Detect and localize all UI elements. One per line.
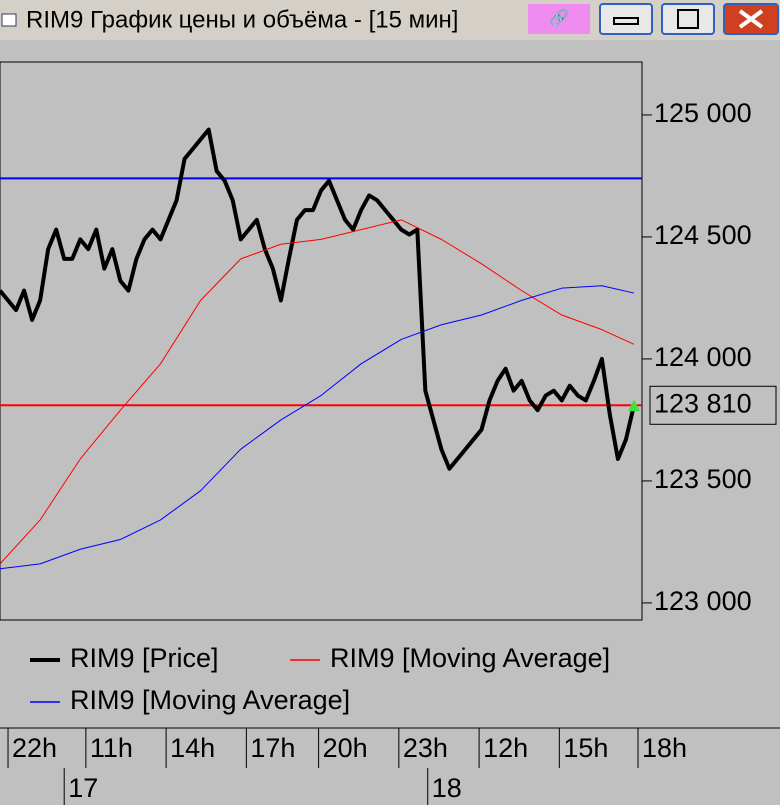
legend-label: RIM9 [Price] <box>70 643 219 673</box>
x-tick-label: 18h <box>642 733 687 763</box>
x-tick-label: 14h <box>170 733 215 763</box>
maximize-button[interactable] <box>661 3 715 35</box>
y-tick-label: 124 500 <box>654 220 752 250</box>
level-label-box <box>649 385 777 425</box>
plot-area <box>0 61 643 621</box>
series-line <box>0 127 636 471</box>
window-icon <box>1 13 17 27</box>
y-tick-label: 123 500 <box>654 464 752 494</box>
maximize-icon <box>677 9 699 29</box>
x-tick-label: 11h <box>90 733 133 763</box>
legend-label: RIM9 [Moving Average] <box>70 685 350 715</box>
current-price-marker <box>627 399 640 412</box>
series-line <box>0 285 635 570</box>
y-tick-label: 124 000 <box>654 342 752 372</box>
x-tick-label: 23h <box>403 733 448 763</box>
x-tick-label: 17h <box>250 733 295 763</box>
close-icon <box>738 9 764 29</box>
link-button[interactable] <box>528 4 590 34</box>
y-tick-label: 125 000 <box>654 98 752 128</box>
level-label: 123 810 <box>654 388 752 418</box>
y-tick-label: 123 000 <box>654 586 752 616</box>
x-tick-label: 22h <box>12 733 57 763</box>
day-tick-label: 18 <box>432 773 462 803</box>
window-title: RIM9 График цены и объёма - [15 мин] <box>26 6 458 33</box>
x-tick-label: 15h <box>563 733 608 763</box>
link-icon: 🔗 <box>549 8 569 27</box>
day-tick-label: 17 <box>68 773 98 803</box>
x-tick-label: 12h <box>483 733 528 763</box>
x-tick-label: 20h <box>323 733 368 763</box>
minimize-icon <box>613 17 639 25</box>
legend-label: RIM9 [Moving Average] <box>330 643 610 673</box>
series-line <box>0 219 635 565</box>
